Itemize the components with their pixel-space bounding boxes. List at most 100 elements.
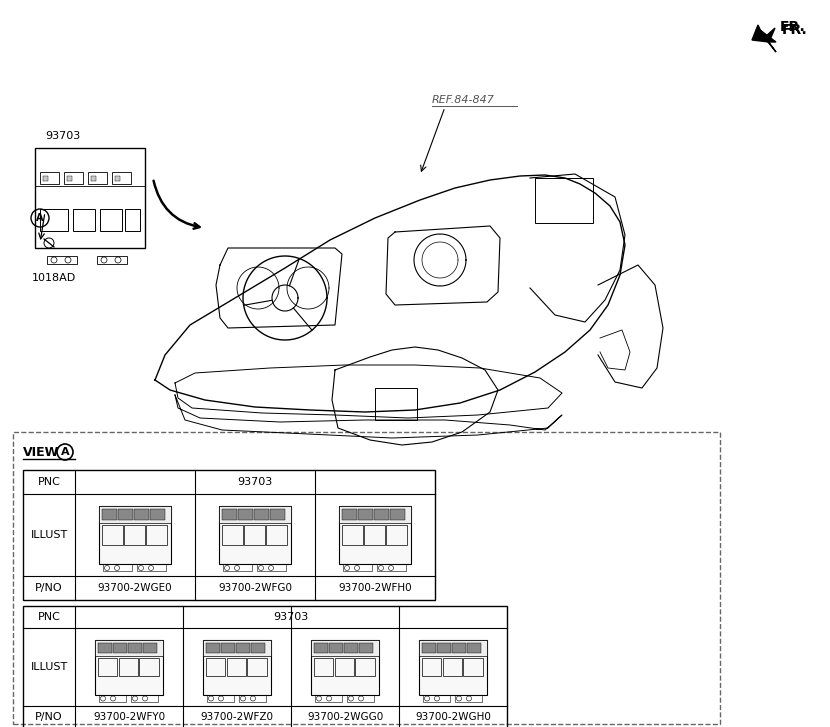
- Bar: [236, 643, 250, 653]
- Bar: [329, 643, 343, 653]
- Bar: [100, 209, 122, 231]
- Bar: [23, 470, 435, 600]
- Bar: [95, 640, 163, 656]
- Bar: [227, 658, 246, 676]
- Bar: [143, 643, 157, 653]
- Bar: [99, 694, 126, 702]
- Bar: [422, 643, 436, 653]
- Bar: [112, 172, 131, 184]
- Bar: [124, 526, 144, 545]
- Bar: [334, 658, 354, 676]
- Bar: [128, 643, 141, 653]
- Bar: [102, 526, 123, 545]
- Text: 93703: 93703: [273, 612, 309, 622]
- Bar: [23, 606, 507, 727]
- Text: 93700-2WFH0: 93700-2WFH0: [338, 583, 412, 593]
- Bar: [221, 643, 235, 653]
- Bar: [347, 694, 374, 702]
- Bar: [358, 509, 373, 521]
- Bar: [463, 658, 483, 676]
- Text: 93703: 93703: [45, 131, 81, 141]
- Bar: [115, 176, 120, 181]
- Text: 93700-2WGE0: 93700-2WGE0: [98, 583, 173, 593]
- Bar: [244, 526, 265, 545]
- Text: FR.: FR.: [782, 23, 808, 37]
- Bar: [119, 658, 138, 676]
- Bar: [103, 564, 132, 571]
- Bar: [102, 509, 116, 521]
- Bar: [342, 509, 357, 521]
- Bar: [47, 256, 77, 264]
- Bar: [91, 176, 96, 181]
- Bar: [251, 643, 265, 653]
- Bar: [99, 506, 171, 564]
- Bar: [239, 694, 266, 702]
- Text: A: A: [37, 213, 44, 223]
- Bar: [311, 640, 379, 694]
- Bar: [131, 694, 158, 702]
- Bar: [423, 694, 450, 702]
- Bar: [40, 209, 68, 231]
- Bar: [419, 640, 487, 656]
- Text: P/NO: P/NO: [35, 712, 63, 722]
- Bar: [98, 643, 111, 653]
- Text: 93703: 93703: [237, 477, 272, 487]
- Polygon shape: [752, 25, 775, 42]
- Bar: [442, 658, 462, 676]
- Bar: [422, 658, 442, 676]
- Text: 93700-2WFY0: 93700-2WFY0: [93, 712, 165, 722]
- Bar: [266, 526, 286, 545]
- Bar: [99, 506, 171, 523]
- Bar: [311, 640, 379, 656]
- Bar: [355, 658, 374, 676]
- Bar: [339, 506, 411, 564]
- Bar: [254, 509, 268, 521]
- Bar: [374, 509, 388, 521]
- Bar: [98, 658, 117, 676]
- Text: 1018AD: 1018AD: [32, 273, 76, 283]
- Text: PNC: PNC: [37, 612, 61, 622]
- Bar: [247, 658, 266, 676]
- Bar: [40, 172, 59, 184]
- Bar: [67, 176, 72, 181]
- Bar: [359, 643, 373, 653]
- Text: 93700-2WGH0: 93700-2WGH0: [415, 712, 491, 722]
- Bar: [13, 432, 720, 724]
- Bar: [134, 509, 149, 521]
- Bar: [314, 658, 334, 676]
- Bar: [386, 526, 407, 545]
- Bar: [342, 526, 363, 545]
- Bar: [452, 643, 466, 653]
- Bar: [139, 658, 159, 676]
- Bar: [257, 564, 286, 571]
- Bar: [467, 643, 481, 653]
- Bar: [222, 509, 237, 521]
- Text: VIEW: VIEW: [23, 446, 60, 459]
- Bar: [88, 172, 107, 184]
- Text: PNC: PNC: [37, 477, 61, 487]
- Bar: [146, 526, 167, 545]
- Text: REF.84-847: REF.84-847: [432, 95, 495, 105]
- Text: ILLUST: ILLUST: [31, 662, 67, 672]
- Bar: [150, 509, 164, 521]
- Bar: [535, 178, 593, 223]
- Bar: [223, 564, 252, 571]
- Bar: [125, 209, 140, 231]
- Bar: [97, 256, 127, 264]
- Bar: [207, 694, 234, 702]
- Bar: [315, 694, 342, 702]
- Bar: [377, 564, 406, 571]
- Bar: [95, 640, 163, 694]
- Bar: [203, 640, 271, 656]
- Bar: [219, 506, 291, 523]
- Bar: [419, 640, 487, 694]
- Bar: [455, 694, 482, 702]
- Text: 93700-2WFG0: 93700-2WFG0: [218, 583, 292, 593]
- Bar: [113, 643, 126, 653]
- Bar: [339, 506, 411, 523]
- Bar: [35, 148, 145, 248]
- Bar: [343, 564, 372, 571]
- Bar: [314, 643, 328, 653]
- Bar: [270, 509, 285, 521]
- Polygon shape: [760, 30, 776, 52]
